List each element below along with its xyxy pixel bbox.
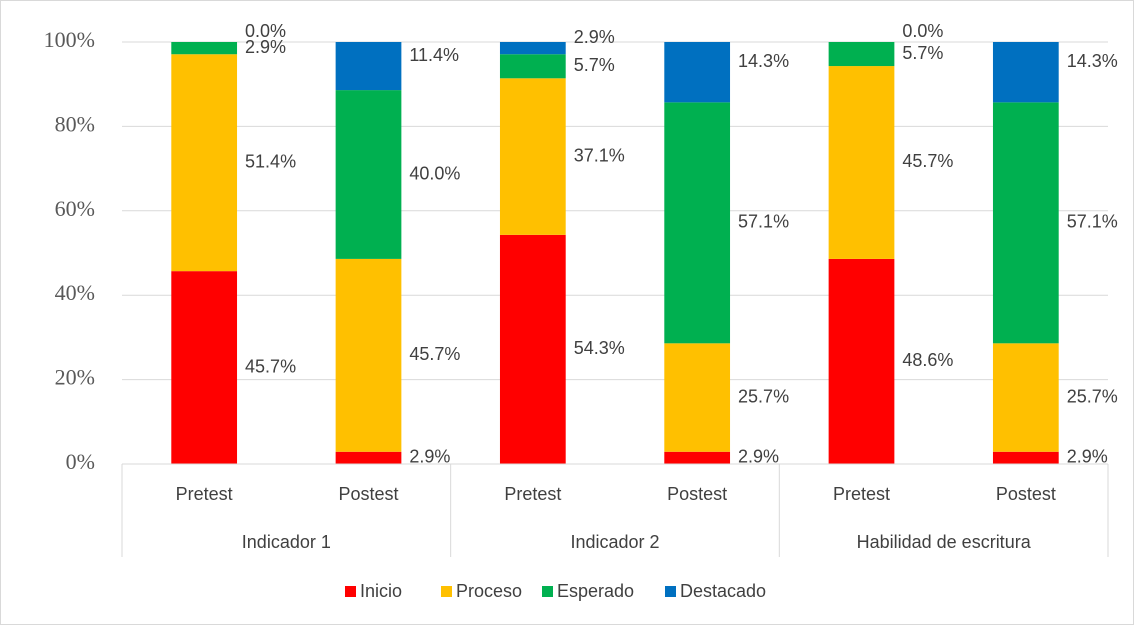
data-label: 25.7% [738, 386, 789, 406]
group-label: Indicador 2 [570, 532, 659, 552]
bar-segment [828, 258, 895, 464]
data-label: 14.3% [1067, 51, 1118, 71]
data-label: 40.0% [409, 163, 460, 183]
bar-segment [664, 42, 731, 103]
y-tick-label: 60% [55, 196, 95, 221]
legend-label: Destacado [680, 581, 766, 601]
data-label: 2.9% [1067, 447, 1108, 467]
data-label: 25.7% [1067, 386, 1118, 406]
bar-segment [828, 42, 895, 67]
data-label: 57.1% [738, 212, 789, 232]
bar-segment [499, 42, 566, 55]
data-label: 51.4% [245, 151, 296, 171]
y-tick-label: 100% [44, 27, 95, 52]
y-tick-label: 80% [55, 111, 95, 136]
data-label: 45.7% [409, 344, 460, 364]
bar-segment [499, 78, 566, 235]
data-label: 45.7% [902, 151, 953, 171]
data-label: 11.4% [409, 45, 459, 65]
bar-segment [992, 102, 1059, 344]
bar-segment [335, 451, 402, 464]
x-tick-label: Postest [667, 484, 727, 504]
bar-segment [335, 42, 402, 91]
y-tick-label: 40% [55, 280, 95, 305]
legend-swatch [542, 586, 553, 597]
bar-segment [499, 234, 566, 464]
legend-label: Esperado [557, 581, 634, 601]
y-tick-label: 20% [55, 365, 95, 390]
legend-label: Inicio [360, 581, 402, 601]
y-tick-label: 0% [66, 449, 95, 474]
data-label: 0.0% [902, 21, 943, 41]
x-tick-label: Postest [338, 484, 398, 504]
data-label: 45.7% [245, 356, 296, 376]
x-tick-label: Pretest [176, 484, 233, 504]
data-label: 5.7% [902, 43, 943, 63]
legend-label: Proceso [456, 581, 522, 601]
x-tick-label: Postest [996, 484, 1056, 504]
data-label: 37.1% [574, 145, 625, 165]
group-label: Indicador 1 [242, 532, 331, 552]
data-label: 2.9% [245, 37, 286, 57]
data-label: 14.3% [738, 51, 789, 71]
data-label: 2.9% [574, 27, 615, 47]
bar-segment [171, 42, 238, 55]
data-label: 48.6% [902, 350, 953, 370]
bar-segment [664, 451, 731, 464]
data-label: 0.0% [245, 21, 286, 41]
data-label: 2.9% [409, 447, 450, 467]
bar-segment [992, 343, 1059, 452]
data-label: 57.1% [1067, 212, 1118, 232]
data-label: 2.9% [738, 447, 779, 467]
data-label: 5.7% [574, 55, 615, 75]
legend-swatch [441, 586, 452, 597]
bar-segment [335, 258, 402, 452]
bar-segment [992, 42, 1059, 103]
bar-segment [664, 343, 731, 452]
bar-segment [171, 271, 238, 464]
legend-swatch [345, 586, 356, 597]
bar-segment [499, 54, 566, 79]
data-label: 54.3% [574, 338, 625, 358]
bar-segment [992, 451, 1059, 464]
bar-segment [664, 102, 731, 344]
bar-segment [171, 54, 238, 272]
group-label: Habilidad de escritura [857, 532, 1032, 552]
x-tick-label: Pretest [504, 484, 561, 504]
bar-segment [828, 66, 895, 259]
legend-swatch [665, 586, 676, 597]
x-tick-label: Pretest [833, 484, 890, 504]
bar-segment [335, 90, 402, 259]
